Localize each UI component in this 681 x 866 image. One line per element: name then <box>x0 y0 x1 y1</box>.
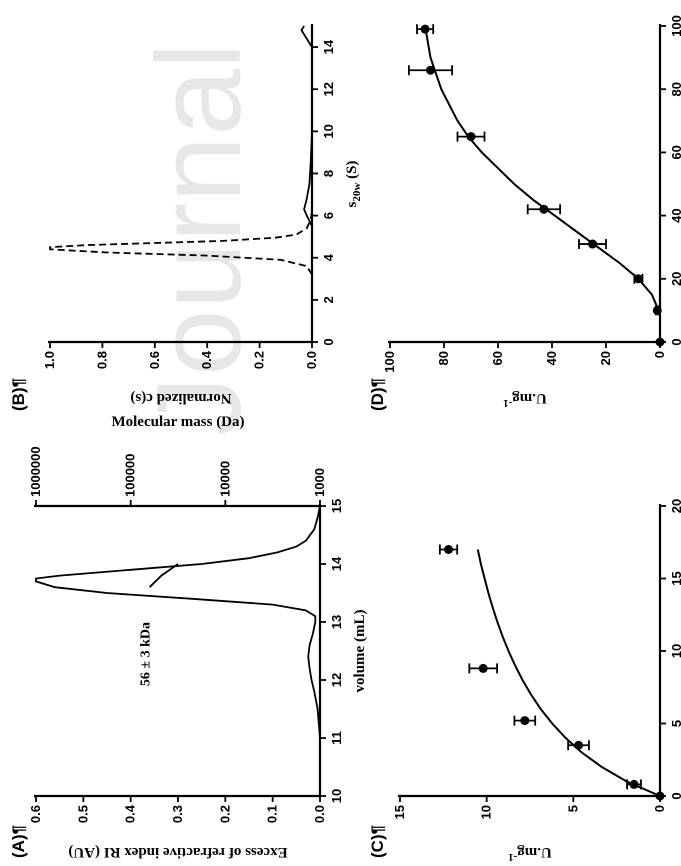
y2-tick-label: 1000 <box>312 468 327 497</box>
data-point <box>655 791 665 801</box>
y-tick-label: 0.0 <box>312 805 327 823</box>
data-point <box>466 132 476 142</box>
x-tick-label: 10 <box>321 124 336 138</box>
data-point <box>478 663 488 673</box>
x-axis-title: volume (mL) <box>352 610 368 693</box>
y-axis-title-main: U.mg <box>517 844 552 860</box>
x-tick-label: 10 <box>669 644 681 658</box>
panel-label: (D)¶ <box>368 378 387 411</box>
panel-c: (C)¶05101520051015OAA (mM)U.mg-1 <box>368 499 681 863</box>
x-axis-title-unit: (S) <box>344 161 360 183</box>
x-tick-label: 0 <box>669 792 681 799</box>
data-point <box>655 337 665 347</box>
y-tick-label: 10 <box>479 805 494 819</box>
y-tick-label: 100 <box>382 351 397 373</box>
y-axis-title-main: U.mg <box>512 390 547 406</box>
y-tick-label: 0.6 <box>28 805 43 823</box>
fit-curve <box>424 25 660 311</box>
y-tick-label: 0.2 <box>252 351 267 369</box>
y-tick-label: 0.4 <box>123 804 138 823</box>
x-tick-label: 8 <box>321 170 336 177</box>
x-tick-label: 5 <box>669 720 681 727</box>
y-tick-label: 15 <box>392 805 407 819</box>
data-point <box>426 65 435 75</box>
data-point <box>633 274 643 284</box>
y-tick-label: 0.6 <box>147 351 162 369</box>
y-axis-title: U.mg-1 <box>508 844 552 863</box>
x-tick-label: 10 <box>329 789 344 803</box>
y-axis-title: Normalized c(s) <box>130 390 231 406</box>
x-axis-title-sub: 20w <box>351 183 363 202</box>
x-tick-label: 15 <box>329 499 344 513</box>
x-tick-label: 12 <box>321 82 336 96</box>
x-tick-label: 15 <box>669 571 681 585</box>
x-tick-label: 100 <box>669 15 681 37</box>
y-axis-title: Excess of refractive index RI (AU) <box>68 844 287 860</box>
series-line-0 <box>35 505 321 796</box>
y-axis-title: U.mg-1 <box>503 390 547 409</box>
y2-tick-label: 1000000 <box>28 446 43 497</box>
y2-axis-title: Molecular mass (Da) <box>111 414 244 430</box>
x-tick-label: 0 <box>669 338 681 345</box>
x-tick-label: 60 <box>669 145 681 159</box>
x-tick-label: 4 <box>321 253 336 261</box>
fit-curve <box>476 549 661 797</box>
x-tick-label: 14 <box>321 39 336 54</box>
x-tick-label: 12 <box>329 673 344 687</box>
x-tick-label: 14 <box>329 556 344 571</box>
x-tick-label: 0 <box>321 338 336 345</box>
y-tick-label: 0 <box>652 805 667 812</box>
series-line-0 <box>49 211 313 276</box>
y2-tick-label: 100000 <box>123 454 138 497</box>
x-tick-label: 11 <box>329 731 344 745</box>
annotation-text: 56 ± 3 kDa <box>139 622 154 686</box>
y-tick-label: 0.4 <box>199 350 214 369</box>
y-tick-label: 1.0 <box>42 351 57 369</box>
y-tick-label: 40 <box>544 351 559 365</box>
y-tick-label: 0.0 <box>304 351 319 369</box>
panel-label: (B)¶ <box>9 378 28 411</box>
y-tick-label: 0.8 <box>94 351 109 369</box>
series-line-1 <box>148 563 179 588</box>
x-tick-label: 80 <box>669 82 681 96</box>
y-tick-label: 60 <box>490 351 505 365</box>
x-tick-label: 20 <box>669 499 681 513</box>
x-axis-title-main: s <box>344 201 360 207</box>
data-point <box>629 779 639 789</box>
x-tick-label: 20 <box>669 272 681 286</box>
y-tick-label: 0.5 <box>75 805 90 823</box>
panel-d: (D)¶020406080100020406080100Pyr (mM)U.mg… <box>368 15 681 411</box>
y-tick-label: 0 <box>652 351 667 358</box>
x-tick-label: 40 <box>669 208 681 222</box>
x-axis-title: s20w (S) <box>344 161 363 208</box>
y-axis-title-sup: -1 <box>508 851 517 863</box>
y-tick-label: 20 <box>598 351 613 365</box>
x-tick-label: 6 <box>321 212 336 219</box>
data-point <box>539 204 549 214</box>
data-point <box>420 24 430 34</box>
data-point <box>574 740 584 750</box>
y-tick-label: 0.3 <box>170 805 185 823</box>
panel-a: (A)¶ 10 11 12 13 14 15 0.0 0.1 0.2 0.3 0.4 0.5 0.6 vol… <box>9 414 368 860</box>
y-tick-label: 0.1 <box>265 805 280 823</box>
x-tick-label: 2 <box>321 296 336 303</box>
data-point <box>520 716 530 726</box>
panel-b: (B)¶ 0 2 4 6 8 10 12 14 0.0 0.2 0.4 0.6 0.8 1.0 s20w (S… <box>9 24 363 411</box>
data-point <box>588 239 597 249</box>
y-axis-title-sup: -1 <box>503 397 512 409</box>
panel-label: (A)¶ <box>9 825 28 858</box>
y-tick-label: 80 <box>436 351 451 365</box>
y2-tick-label: 10000 <box>217 461 232 497</box>
y-tick-label: 5 <box>565 805 580 812</box>
data-point <box>652 305 662 315</box>
x-tick-label: 13 <box>329 615 344 629</box>
data-point <box>444 545 454 554</box>
panel-label: (C)¶ <box>368 825 387 858</box>
series-line-1 <box>300 25 313 342</box>
y-tick-label: 0.2 <box>217 805 232 823</box>
